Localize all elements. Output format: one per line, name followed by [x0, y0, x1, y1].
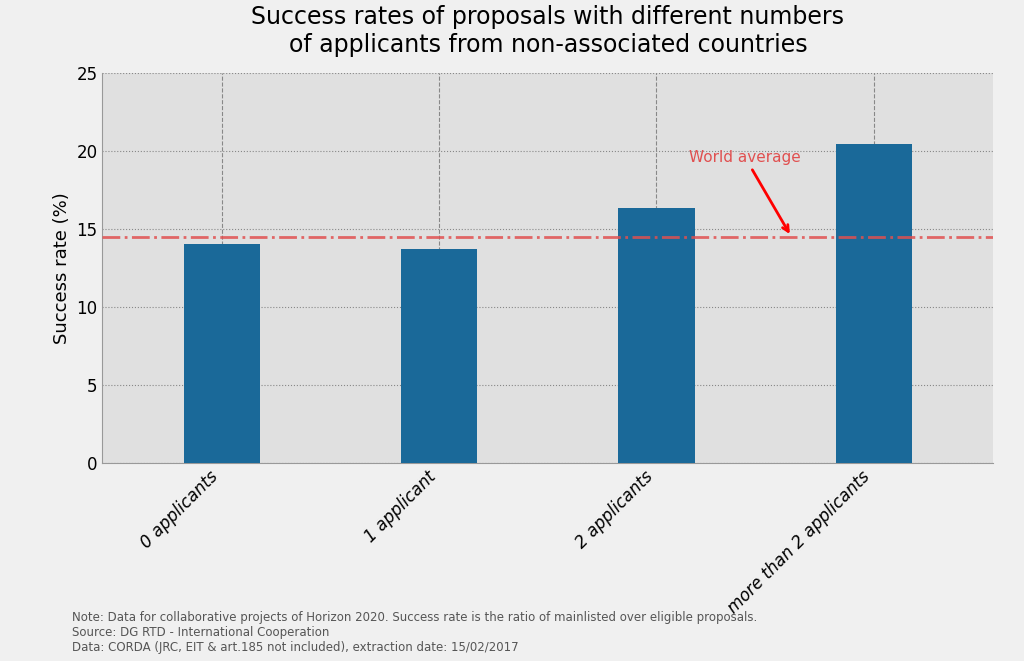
Bar — [401, 249, 477, 463]
Bar — [184, 245, 260, 463]
Title: Success rates of proposals with different numbers
of applicants from non-associa: Success rates of proposals with differen… — [251, 5, 845, 57]
Bar — [618, 208, 694, 463]
Y-axis label: Success rate (%): Success rate (%) — [53, 192, 71, 344]
Text: Note: Data for collaborative projects of Horizon 2020. Success rate is the ratio: Note: Data for collaborative projects of… — [72, 611, 757, 654]
Text: World average: World average — [689, 149, 801, 231]
Bar — [836, 145, 911, 463]
